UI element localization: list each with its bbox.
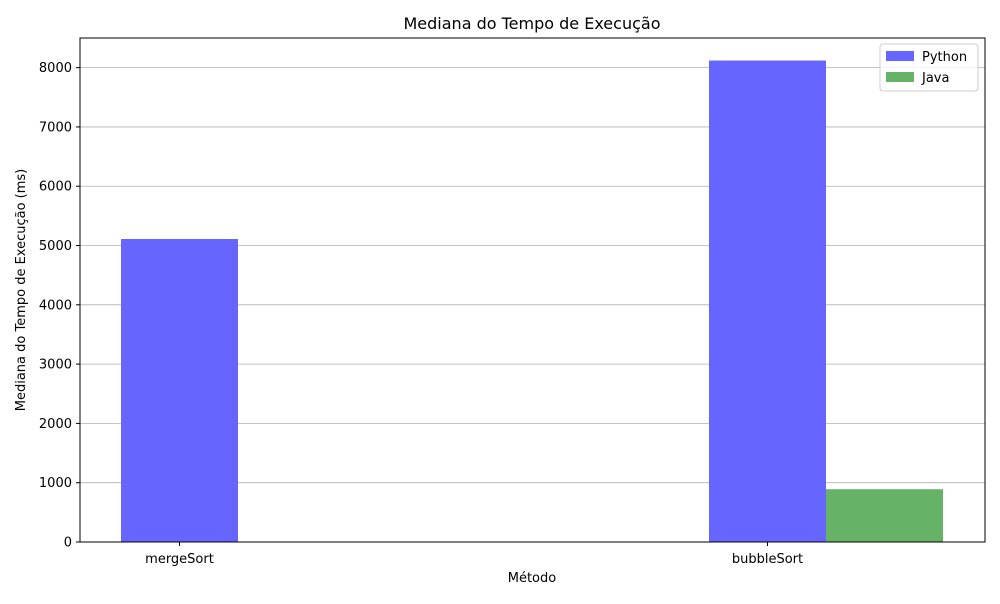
bar-python-mergesort: [121, 239, 238, 542]
bars: [121, 60, 943, 542]
x-tick-label: bubbleSort: [732, 552, 803, 567]
x-axis-ticks: mergeSort bubbleSort: [145, 542, 803, 567]
chart-title: Mediana do Tempo de Execução: [404, 14, 661, 33]
y-tick-label: 8000: [39, 61, 72, 76]
y-tick-label: 6000: [39, 180, 72, 195]
bar-java-bubblesort: [826, 489, 943, 542]
y-axis-label: Mediana do Tempo de Execução (ms): [14, 169, 29, 412]
legend-label-python: Python: [922, 50, 967, 65]
y-tick-label: 3000: [39, 358, 72, 373]
legend-label-java: Java: [921, 71, 949, 86]
y-tick-label: 0: [64, 536, 72, 551]
y-tick-label: 5000: [39, 239, 72, 254]
x-axis-label: Método: [508, 571, 557, 586]
legend: Python Java: [879, 43, 979, 92]
legend-swatch-python: [886, 51, 914, 61]
y-tick-label: 4000: [39, 298, 72, 313]
y-tick-label: 2000: [39, 417, 72, 432]
plot-frame: [79, 37, 986, 543]
x-tick-label: mergeSort: [145, 552, 214, 567]
bar-python-bubblesort: [709, 60, 826, 542]
y-axis-ticks: 0 1000 2000 3000 4000 5000 6000 7000 8000: [39, 61, 80, 551]
y-tick-label: 1000: [39, 476, 72, 491]
legend-swatch-java: [886, 72, 914, 82]
y-tick-label: 7000: [39, 120, 72, 135]
